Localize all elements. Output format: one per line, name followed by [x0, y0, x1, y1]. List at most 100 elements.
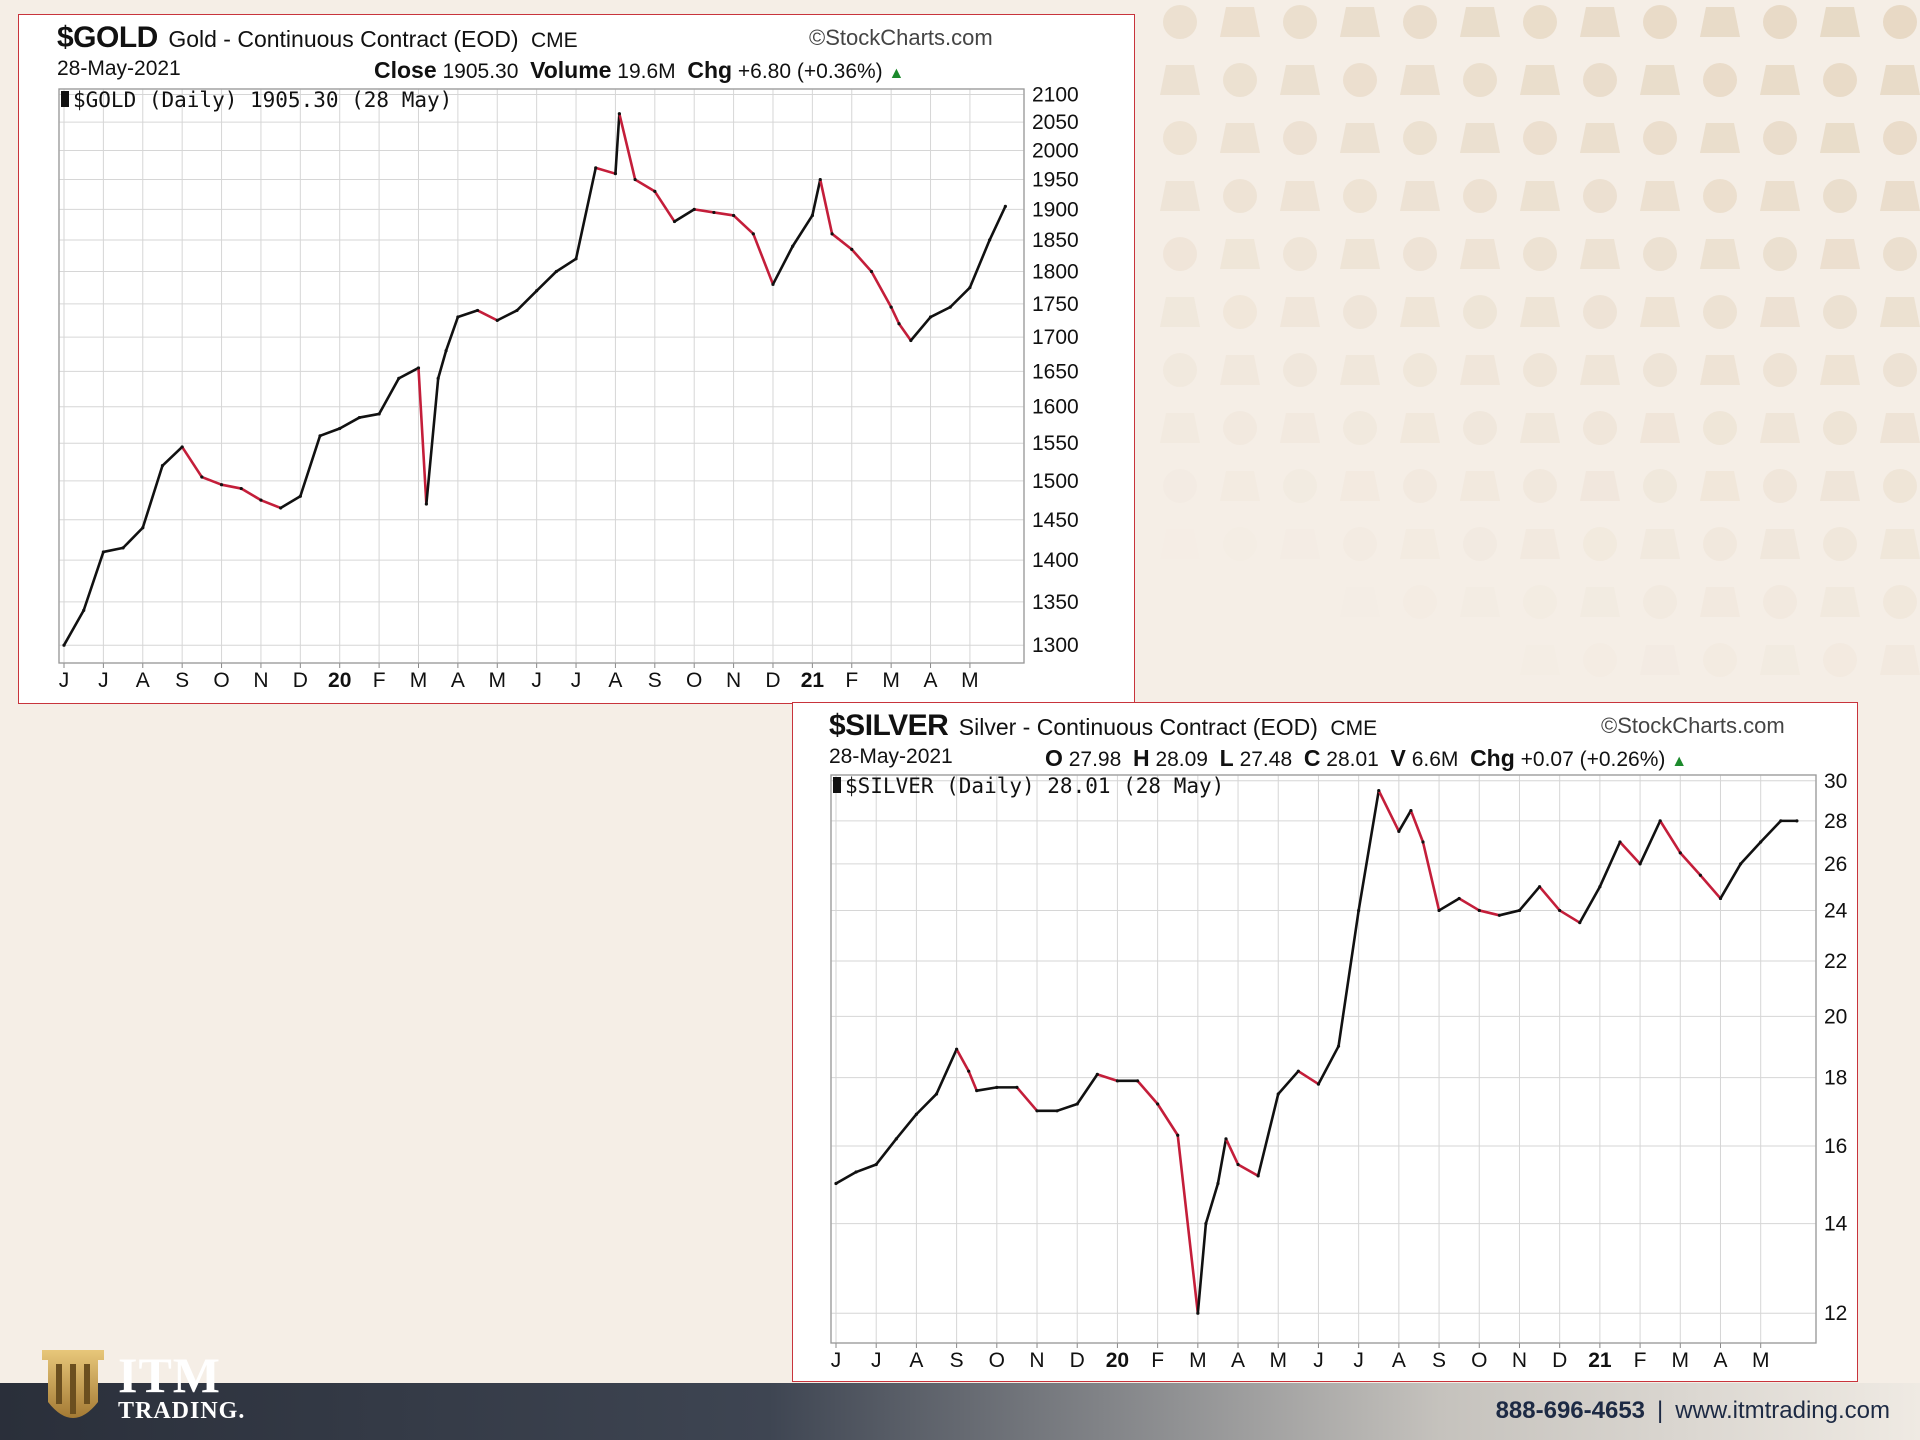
silver-price-segment	[895, 1112, 918, 1141]
silver-y-tick-9: 30	[1824, 770, 1847, 793]
silver-price-point	[1196, 1311, 1200, 1315]
silver-x-tick-11: M	[1269, 1349, 1287, 1372]
gold-price-point	[672, 219, 677, 224]
silver-price-point	[995, 1085, 999, 1089]
silver-price-point	[1316, 1082, 1321, 1086]
silver-price-segment	[1256, 1092, 1280, 1178]
silver-stats: O 27.98 H 28.09 L 27.48 C 28.01 V 6.6M C…	[1045, 745, 1688, 771]
silver-x-tick-21: M	[1672, 1349, 1690, 1372]
bar-icon	[61, 91, 69, 107]
silver-x-tick-19: 21	[1588, 1349, 1612, 1372]
phone-number[interactable]: 888-696-4653	[1495, 1397, 1646, 1424]
silver-x-tick-15: S	[1432, 1349, 1446, 1372]
gold-price-segment	[200, 475, 223, 486]
gold-bar-pattern	[1160, 5, 1920, 677]
silver-x-tick-5: N	[1029, 1349, 1044, 1372]
silver-price-point	[1477, 908, 1481, 913]
gold-price-point	[1003, 204, 1007, 208]
silver-price-segment	[1096, 1073, 1119, 1083]
gold-price-segment	[555, 257, 578, 273]
gold-y-tick-16: 2100	[1032, 83, 1079, 106]
silver-price-segment	[1357, 789, 1381, 912]
silver-price-segment	[1498, 909, 1521, 917]
gold-price-point	[259, 498, 263, 502]
silver-price-point	[914, 1112, 919, 1116]
gold-price-chart[interactable]: 1300 1350 1400 1450 1500 1550 1600 1650 1700 1750…	[19, 15, 1135, 704]
silver-symbol: $SILVER	[829, 709, 949, 742]
gold-x-tick-19: 21	[801, 669, 825, 692]
silver-x-tick-7: 20	[1106, 1349, 1129, 1372]
silver-price-segment	[1156, 1102, 1180, 1137]
gold-price-point	[357, 415, 362, 420]
gold-price-point	[928, 315, 933, 319]
gold-symbol: $GOLD	[57, 21, 158, 54]
silver-price-point	[1115, 1079, 1120, 1083]
gold-price-point	[141, 526, 145, 530]
gold-x-tick-11: M	[489, 669, 507, 692]
gold-y-tick-7: 1650	[1032, 360, 1079, 383]
silver-x-tick-13: J	[1353, 1349, 1364, 1372]
silver-price-segment	[1204, 1182, 1220, 1225]
gold-price-segment	[818, 178, 834, 236]
gold-date: 28-May-2021	[57, 57, 181, 80]
silver-y-tick-2: 16	[1824, 1135, 1847, 1158]
silver-price-segment	[1055, 1102, 1079, 1113]
silver-price-point	[1224, 1137, 1228, 1141]
silver-price-segment	[1558, 909, 1582, 924]
gold-x-tick-7: 20	[328, 669, 351, 692]
gold-price-point	[62, 643, 66, 647]
copyright-icon: ©	[809, 25, 826, 50]
gold-price-point	[456, 315, 460, 319]
gold-description: Gold - Continuous Contract (EOD)	[168, 26, 519, 52]
gold-x-tick-9: M	[410, 669, 428, 692]
silver-date: 28-May-2021	[829, 745, 953, 768]
gold-price-point	[298, 494, 302, 498]
gold-price-point	[988, 238, 992, 242]
gold-price-point	[82, 608, 86, 612]
gold-y-tick-12: 1900	[1032, 198, 1079, 221]
silver-price-segment	[1578, 885, 1602, 924]
gold-x-tick-22: A	[924, 669, 938, 692]
gold-stats: Close 1905.30 Volume 19.6M Chg +6.80 (+0…	[374, 57, 905, 83]
gold-price-segment	[594, 166, 617, 175]
copyright-icon: ©	[1601, 713, 1618, 738]
gold-source[interactable]: ©StockCharts.com	[809, 25, 993, 50]
silver-price-point	[1204, 1222, 1208, 1226]
gold-price-segment	[929, 305, 952, 319]
silver-price-point	[1216, 1181, 1220, 1186]
gold-price-point	[239, 486, 243, 491]
itm-pillar-logo-icon	[42, 1350, 104, 1418]
silver-price-segment	[1457, 897, 1481, 912]
silver-price-segment	[1196, 1222, 1208, 1315]
silver-price-segment	[967, 1069, 979, 1092]
gold-price-segment	[515, 289, 538, 312]
gold-price-point	[444, 349, 448, 353]
silver-price-segment	[1176, 1133, 1200, 1315]
silver-price-point	[1698, 873, 1702, 877]
silver-header: $SILVER Silver - Continuous Contract (EO…	[829, 709, 1377, 743]
brand-subname: TRADING.	[118, 1398, 246, 1424]
website-link[interactable]: www.itmtrading.com	[1675, 1397, 1890, 1424]
gold-exchange: CME	[531, 29, 578, 52]
silver-price-segment	[1136, 1079, 1159, 1106]
gold-price-point	[424, 502, 428, 506]
gold-y-tick-5: 1550	[1032, 432, 1079, 455]
silver-x-tick-22: A	[1713, 1349, 1727, 1372]
footer-separator: |	[1657, 1397, 1664, 1424]
gold-x-tick-20: F	[845, 669, 858, 692]
silver-price-point	[1095, 1072, 1099, 1076]
gold-price-segment	[121, 526, 145, 550]
silver-price-point	[1336, 1044, 1341, 1048]
gold-price-segment	[476, 309, 499, 322]
silver-price-point	[1779, 819, 1783, 823]
gold-price-point	[909, 338, 913, 343]
silver-series-label: $SILVER (Daily) 28.01 (28 May)	[845, 774, 1224, 798]
gold-price-segment	[830, 232, 854, 251]
brand-name[interactable]: ITM	[118, 1347, 221, 1403]
silver-price-point	[1759, 840, 1763, 844]
silver-price-segment	[1739, 840, 1762, 866]
gold-price-segment	[909, 315, 932, 342]
gold-x-tick-10: A	[451, 669, 465, 692]
silver-source[interactable]: ©StockCharts.com	[1601, 713, 1785, 738]
